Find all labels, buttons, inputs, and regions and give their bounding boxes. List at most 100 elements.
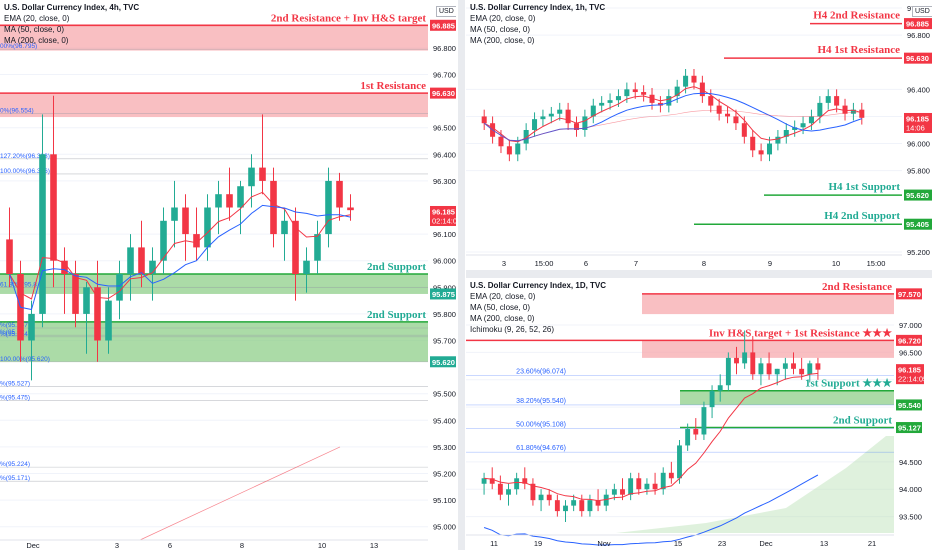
indicator-ma200[interactable]: MA (200, close, 0): [470, 314, 535, 323]
candle: [850, 109, 856, 114]
chart-panel-1h[interactable]: 97.00096.80096.40096.20096.00095.80095.2…: [466, 0, 932, 270]
fib-label: 127.20%(96.383): [0, 153, 50, 160]
indicator-ema[interactable]: EMA (20, close, 0): [470, 14, 536, 23]
candle: [532, 119, 538, 130]
candle: [515, 143, 521, 155]
candle: [709, 390, 715, 408]
candle: [226, 194, 233, 208]
candle: [573, 123, 580, 130]
time-tick-label: 19: [534, 539, 542, 548]
price-tick-label: 96.100: [433, 230, 456, 239]
fib-label: %(95.72: [0, 329, 25, 336]
zone-tag-bg: [896, 334, 922, 346]
candle: [514, 478, 520, 490]
price-tick-label: 96.500: [433, 124, 456, 133]
time-tick-label: 10: [318, 541, 326, 550]
candle: [481, 478, 487, 484]
candle: [800, 123, 806, 128]
candle: [171, 207, 178, 221]
zone-label: Inv H&S target + 1st Resistance ★★★: [709, 327, 892, 339]
candle: [733, 116, 739, 124]
time-tick-label: 15:00: [867, 259, 886, 268]
indicator-ema[interactable]: EMA (20, close, 0): [470, 292, 536, 301]
ma50-line: [483, 474, 819, 546]
candle: [725, 357, 731, 386]
indicator-ma200[interactable]: MA (200, close, 0): [470, 36, 535, 45]
price-tick-label: 96.000: [433, 257, 456, 266]
fib-label: 50.00%(95.108): [516, 422, 566, 429]
indicator-ma50[interactable]: MA (50, close, 0): [4, 25, 65, 34]
candle: [303, 260, 310, 274]
indicator-ma200[interactable]: MA (200, close, 0): [4, 36, 69, 45]
candle: [347, 207, 354, 211]
candle: [607, 100, 613, 103]
candle: [6, 239, 13, 274]
time-tick-label: Nov: [597, 539, 611, 548]
time-tick-label: 3: [502, 259, 506, 268]
candle: [215, 194, 222, 208]
candle: [571, 500, 577, 506]
candle: [590, 105, 596, 117]
candle: [61, 260, 68, 274]
indicator-ma50[interactable]: MA (50, close, 0): [470, 25, 531, 34]
candle: [750, 136, 756, 151]
level-tag: 95.405: [906, 220, 929, 229]
candle: [758, 150, 764, 155]
candle: [506, 489, 511, 495]
level-tag-bg: [904, 218, 932, 230]
price-tick-label: 96.000: [907, 140, 930, 149]
candle: [825, 96, 831, 103]
price-tag: 95.620: [432, 358, 455, 367]
time-tick-label: Dec: [759, 539, 773, 548]
legend-1d: U.S. Dollar Currency Index, 1D, TVC EMA …: [470, 280, 606, 335]
candle: [782, 363, 788, 369]
candle: [817, 102, 823, 117]
price-tick-label: 96.700: [433, 71, 456, 80]
legend-1h: U.S. Dollar Currency Index, 1h, TVC EMA …: [470, 2, 605, 46]
zone-label: 2nd Support: [367, 309, 426, 321]
price-tag-time: 22:14:05: [898, 375, 927, 384]
candle: [72, 274, 79, 314]
fib-label: 0%(96.554): [0, 107, 34, 114]
price-tag: 96.185: [898, 366, 921, 375]
panel-divider[interactable]: [458, 0, 465, 550]
indicator-ma50[interactable]: MA (50, close, 0): [470, 303, 531, 312]
zone-support: [0, 321, 428, 362]
currency-badge[interactable]: USD: [436, 6, 456, 17]
price-tick-label: 96.800: [433, 44, 456, 53]
price-tag-time: 14:06: [906, 123, 925, 132]
candle: [523, 130, 529, 144]
time-tick-label: 7: [634, 259, 638, 268]
candle: [292, 220, 299, 274]
candle: [660, 472, 666, 490]
candle: [50, 154, 57, 261]
candle: [481, 116, 487, 124]
indicator-ichimoku[interactable]: Ichimoku (9, 26, 52, 26): [470, 325, 555, 334]
fib-label: 00%(96.795): [0, 43, 37, 50]
candle: [281, 220, 288, 235]
time-tick-label: 13: [370, 541, 378, 550]
panel-divider[interactable]: [466, 270, 932, 278]
zone-label: 1st Resistance: [360, 80, 426, 92]
chart-panel-1d[interactable]: 97.00096.50096.00095.50094.50094.00093.5…: [466, 278, 932, 550]
candle: [548, 113, 554, 117]
level-tag-bg: [904, 189, 932, 201]
price-tick-label: 97.000: [899, 321, 922, 330]
zone-label: 2nd Support: [367, 261, 426, 273]
indicator-ema[interactable]: EMA (20, close, 0): [4, 14, 70, 23]
chart-canvas-1d[interactable]: 97.00096.50096.00095.50094.50094.00093.5…: [466, 278, 932, 550]
price-tag-bg: [896, 364, 924, 385]
chart-canvas-1h[interactable]: 97.00096.80096.40096.20096.00095.80095.2…: [466, 0, 932, 270]
candle: [127, 247, 134, 274]
price-tag: 96.185: [906, 114, 929, 123]
chart-canvas-4h[interactable]: 96.800 96.700 96.500 96.400 96.300 96.100 96.0…: [0, 0, 456, 550]
candle: [611, 489, 617, 495]
candle: [565, 109, 571, 124]
time-tick-label: 23: [718, 539, 726, 548]
time-tick-label: 13: [820, 539, 828, 548]
time-tick-label: 8: [240, 541, 244, 550]
chart-panel-4h[interactable]: 96.800 96.700 96.500 96.400 96.300 96.100 96.0…: [0, 0, 456, 550]
currency-badge[interactable]: USD: [912, 6, 932, 17]
candle: [693, 429, 699, 435]
candle: [595, 500, 601, 506]
